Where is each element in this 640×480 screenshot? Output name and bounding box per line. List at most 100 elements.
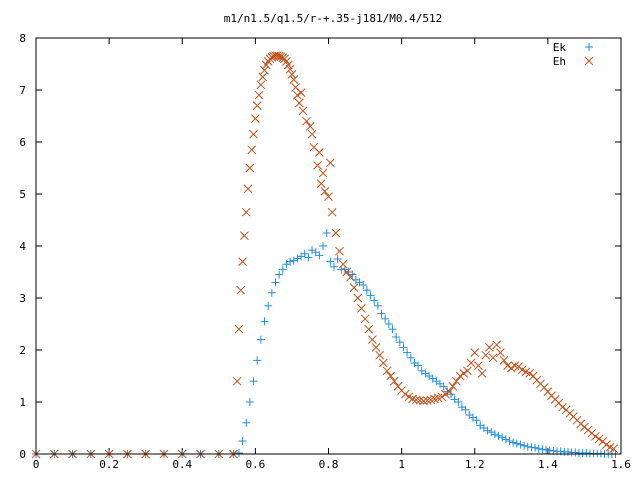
marker-stroke bbox=[315, 148, 324, 157]
data-point-eh bbox=[503, 361, 513, 370]
x-tick-label: 1.2 bbox=[465, 458, 485, 471]
data-point-eh bbox=[316, 179, 326, 188]
data-point-eh bbox=[495, 348, 505, 357]
data-point-eh bbox=[422, 396, 432, 405]
data-point-eh bbox=[400, 389, 410, 399]
data-point-eh bbox=[327, 207, 337, 217]
data-point-ek bbox=[359, 281, 368, 289]
marker-stroke bbox=[296, 88, 306, 97]
marker-stroke bbox=[466, 358, 476, 368]
marker-stroke bbox=[232, 376, 242, 386]
data-point-ek bbox=[319, 242, 328, 250]
data-point-eh bbox=[477, 369, 487, 378]
marker-stroke bbox=[283, 60, 293, 70]
data-point-ek bbox=[238, 437, 247, 445]
marker-stroke bbox=[463, 366, 472, 376]
marker-stroke bbox=[444, 387, 454, 396]
legend-sample-ek bbox=[585, 43, 593, 51]
marker-stroke bbox=[331, 228, 341, 238]
marker-stroke bbox=[335, 246, 344, 256]
marker-stroke bbox=[245, 163, 255, 173]
marker-stroke bbox=[289, 75, 299, 84]
data-point-eh bbox=[349, 283, 359, 292]
data-point-ek bbox=[278, 265, 287, 274]
data-point-eh bbox=[236, 285, 246, 295]
data-point-ek bbox=[366, 291, 375, 300]
marker-stroke bbox=[353, 293, 363, 303]
data-point-ek bbox=[267, 288, 276, 297]
marker-stroke bbox=[313, 161, 322, 170]
x-tick-label: 1.6 bbox=[611, 458, 631, 471]
marker-stroke bbox=[293, 90, 302, 100]
data-point-ek bbox=[509, 438, 518, 447]
marker-stroke bbox=[517, 365, 527, 375]
marker-stroke bbox=[386, 371, 396, 381]
marker-stroke bbox=[309, 142, 319, 152]
marker-stroke bbox=[280, 54, 289, 64]
marker-stroke bbox=[234, 324, 244, 334]
marker-stroke bbox=[271, 51, 280, 61]
data-point-eh bbox=[466, 358, 476, 368]
data-point-ek bbox=[293, 254, 302, 263]
data-point-eh bbox=[353, 293, 363, 303]
marker-stroke bbox=[252, 101, 262, 110]
data-point-ek bbox=[490, 430, 499, 439]
marker-stroke bbox=[294, 98, 304, 108]
data-point-ek bbox=[253, 356, 262, 365]
data-point-eh bbox=[325, 158, 335, 168]
data-point-eh bbox=[335, 246, 344, 256]
data-point-eh bbox=[382, 366, 392, 376]
data-point-eh bbox=[260, 65, 269, 75]
data-point-ek bbox=[483, 426, 492, 435]
marker-stroke bbox=[254, 90, 264, 100]
data-point-eh bbox=[459, 369, 469, 378]
data-point-ek bbox=[362, 286, 371, 295]
plot-frame bbox=[35, 37, 622, 455]
data-point-eh bbox=[296, 88, 306, 97]
data-point-eh bbox=[499, 356, 509, 365]
marker-stroke bbox=[485, 343, 494, 352]
data-point-eh bbox=[320, 187, 330, 196]
data-point-ek bbox=[381, 314, 390, 323]
marker-stroke bbox=[419, 396, 428, 406]
legend-marker-ek bbox=[585, 43, 593, 51]
marker-stroke bbox=[360, 314, 370, 324]
data-point-ek bbox=[516, 440, 525, 449]
data-point-eh bbox=[368, 335, 377, 344]
data-point-ek bbox=[392, 333, 401, 341]
data-point-ek bbox=[234, 448, 243, 457]
marker-stroke bbox=[274, 51, 284, 61]
data-point-eh bbox=[256, 80, 266, 90]
data-point-eh bbox=[346, 272, 355, 282]
data-point-eh bbox=[463, 366, 472, 376]
marker-stroke bbox=[378, 358, 388, 368]
data-point-eh bbox=[525, 369, 534, 378]
data-point-eh bbox=[470, 348, 480, 357]
data-point-eh bbox=[315, 148, 324, 157]
marker-stroke bbox=[474, 361, 483, 370]
data-point-eh bbox=[298, 106, 308, 116]
data-point-eh bbox=[452, 376, 461, 386]
data-point-ek bbox=[527, 443, 536, 452]
data-point-ek bbox=[322, 229, 331, 237]
data-point-eh bbox=[386, 371, 396, 381]
marker-stroke bbox=[452, 376, 461, 386]
data-point-eh bbox=[254, 90, 264, 100]
data-point-ek bbox=[505, 437, 514, 445]
data-point-ek bbox=[501, 435, 510, 444]
marker-stroke bbox=[316, 179, 326, 188]
marker-stroke bbox=[364, 324, 374, 334]
y-tick-label: 2 bbox=[19, 344, 26, 357]
marker-stroke bbox=[503, 361, 513, 370]
marker-stroke bbox=[243, 184, 253, 194]
marker-stroke bbox=[492, 340, 502, 350]
y-tick-label: 7 bbox=[19, 84, 26, 97]
data-point-eh bbox=[492, 340, 502, 350]
chart-title: m1/n1.5/q1.5/r-+.35-j181/M0.4/512 bbox=[224, 12, 443, 25]
marker-stroke bbox=[470, 348, 480, 357]
marker-stroke bbox=[305, 122, 315, 131]
legend-sample-eh bbox=[584, 56, 594, 66]
marker-stroke bbox=[437, 392, 447, 402]
data-point-ek bbox=[531, 443, 540, 452]
data-point-eh bbox=[357, 304, 366, 313]
